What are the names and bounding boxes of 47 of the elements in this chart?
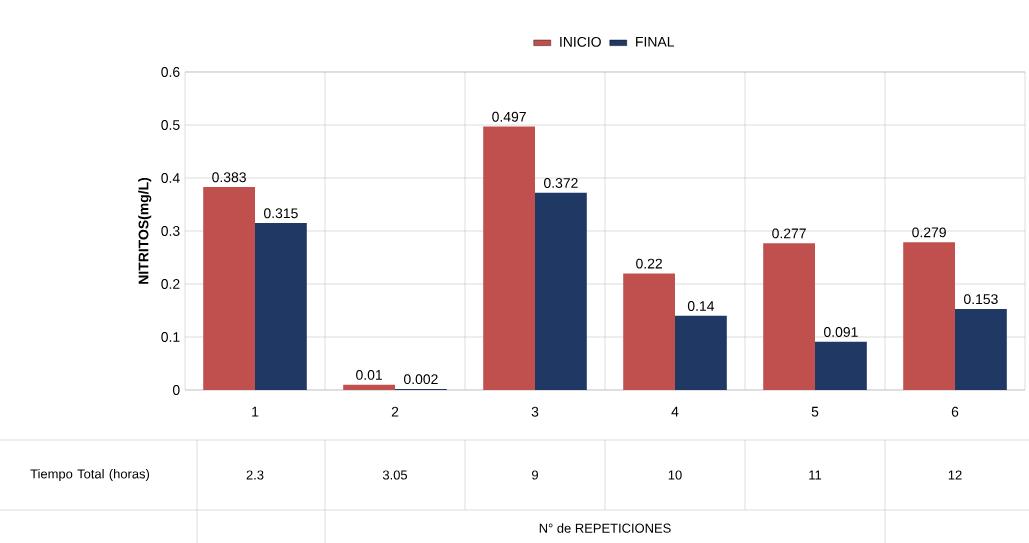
legend-label: INICIO bbox=[560, 36, 601, 47]
text: 12 bbox=[948, 470, 962, 480]
y-tick-label: 0.2 bbox=[161, 279, 180, 289]
x-tick-label: 4 bbox=[671, 406, 679, 417]
data-label: 0.279 bbox=[912, 227, 946, 238]
legend-label: FINAL bbox=[636, 36, 675, 47]
text: 10 bbox=[668, 470, 682, 480]
y-tick-label: 0.4 bbox=[161, 173, 180, 183]
data-label: 0.315 bbox=[264, 208, 298, 219]
text: 2.3 bbox=[246, 470, 264, 480]
y-tick-label: 0.5 bbox=[161, 120, 180, 130]
data-label: 0.22 bbox=[636, 258, 662, 269]
bar bbox=[815, 341, 867, 390]
bar bbox=[483, 126, 535, 390]
bar bbox=[255, 223, 307, 390]
data-label: 0.497 bbox=[492, 111, 526, 122]
x-tick-label: 3 bbox=[531, 406, 539, 417]
data-label: 0.372 bbox=[544, 178, 578, 188]
x-tick-label: 5 bbox=[811, 406, 819, 417]
x-tick-label: 2 bbox=[391, 406, 399, 417]
text: N° de REPETICIONES bbox=[539, 523, 671, 533]
data-label: 0.277 bbox=[772, 228, 806, 239]
data-label: 0.14 bbox=[687, 301, 715, 311]
text: 11 bbox=[809, 470, 822, 480]
bar bbox=[535, 192, 587, 390]
data-label: 0.153 bbox=[964, 294, 998, 305]
bar bbox=[903, 242, 956, 390]
y-axis-title: NITRITOS(mg/L) bbox=[138, 177, 152, 284]
bar bbox=[343, 384, 395, 390]
data-label: 0.383 bbox=[212, 172, 246, 183]
y-tick-label: 0.3 bbox=[161, 226, 180, 236]
bar bbox=[955, 308, 1007, 390]
bar bbox=[675, 315, 727, 390]
data-label: 0.01 bbox=[356, 369, 382, 380]
y-tick-label: 0.6 bbox=[161, 67, 180, 77]
text: 3.05 bbox=[382, 470, 408, 480]
y-tick-label: 0 bbox=[172, 385, 180, 395]
y-tick-label: 0.1 bbox=[161, 332, 180, 342]
text: Tiempo Total (horas) bbox=[30, 468, 150, 482]
data-label: 0.091 bbox=[824, 327, 858, 337]
data-label: 0.002 bbox=[404, 374, 438, 385]
bar bbox=[623, 273, 675, 390]
bar bbox=[763, 243, 816, 390]
text: 9 bbox=[532, 470, 538, 480]
bar bbox=[203, 187, 255, 390]
x-tick-label: 1 bbox=[252, 406, 259, 417]
x-tick-label: 6 bbox=[951, 406, 959, 417]
